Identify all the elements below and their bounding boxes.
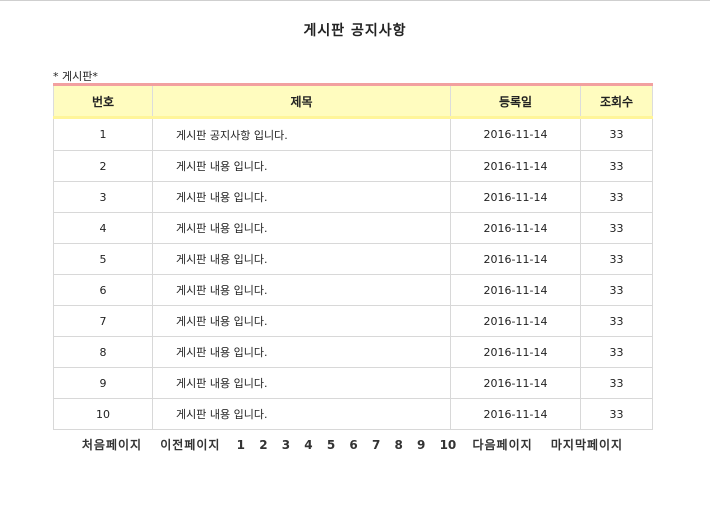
post-date: 2016-11-14 (450, 367, 581, 399)
post-views: 33 (580, 336, 653, 368)
table-row[interactable]: 2 게시판 내용 입니다. 2016-11-14 33 (53, 150, 653, 182)
section-label: * 게시판* (53, 70, 98, 83)
post-date: 2016-11-14 (450, 117, 581, 151)
post-title-link[interactable]: 게시판 내용 입니다. (152, 181, 451, 213)
post-number: 4 (53, 212, 153, 244)
column-header-views: 조회수 (580, 83, 653, 119)
post-number: 1 (53, 117, 153, 151)
post-date: 2016-11-14 (450, 274, 581, 306)
table-row[interactable]: 3 게시판 내용 입니다. 2016-11-14 33 (53, 181, 653, 213)
post-date: 2016-11-14 (450, 212, 581, 244)
page-link-8[interactable]: 8 (394, 438, 403, 452)
post-title-link[interactable]: 게시판 내용 입니다. (152, 243, 451, 275)
post-views: 33 (580, 181, 653, 213)
post-number: 9 (53, 367, 153, 399)
post-views: 33 (580, 243, 653, 275)
prev-page-link[interactable]: 이전페이지 (160, 438, 221, 452)
post-date: 2016-11-14 (450, 150, 581, 182)
page-link-3[interactable]: 3 (281, 438, 291, 452)
page-link-7[interactable]: 7 (371, 438, 381, 452)
post-views: 33 (580, 398, 653, 430)
table-header-row: 번호 제목 등록일 조회수 (53, 83, 653, 119)
post-date: 2016-11-14 (450, 398, 581, 430)
post-views: 33 (580, 274, 653, 306)
post-number: 10 (53, 398, 153, 430)
table-row[interactable]: 6 게시판 내용 입니다. 2016-11-14 33 (53, 274, 653, 306)
table-row[interactable]: 10 게시판 내용 입니다. 2016-11-14 33 (53, 398, 653, 430)
post-title-link[interactable]: 게시판 내용 입니다. (152, 398, 451, 430)
post-date: 2016-11-14 (450, 336, 581, 368)
post-title-link[interactable]: 게시판 내용 입니다. (152, 305, 451, 337)
post-views: 33 (580, 150, 653, 182)
table-row[interactable]: 1 게시판 공지사항 입니다. 2016-11-14 33 (53, 117, 653, 151)
next-page-link[interactable]: 다음페이지 (472, 438, 533, 452)
post-title-link[interactable]: 게시판 공지사항 입니다. (152, 117, 451, 151)
first-page-link[interactable]: 처음페이지 (81, 438, 143, 452)
page-link-6[interactable]: 6 (349, 438, 358, 452)
table-row[interactable]: 8 게시판 내용 입니다. 2016-11-14 33 (53, 336, 653, 368)
post-views: 33 (580, 212, 653, 244)
post-number: 7 (53, 305, 153, 337)
page-link-10[interactable]: 10 (439, 438, 457, 452)
post-views: 33 (580, 117, 653, 151)
post-title-link[interactable]: 게시판 내용 입니다. (152, 274, 451, 306)
table-row[interactable]: 5 게시판 내용 입니다. 2016-11-14 33 (53, 243, 653, 275)
post-views: 33 (580, 305, 653, 337)
page-link-4[interactable]: 4 (304, 438, 313, 452)
last-page-link[interactable]: 마지막페이지 (550, 438, 624, 452)
post-title-link[interactable]: 게시판 내용 입니다. (152, 150, 451, 182)
page-link-1[interactable]: 1 (236, 438, 246, 452)
post-views: 33 (580, 367, 653, 399)
post-title-link[interactable]: 게시판 내용 입니다. (152, 212, 451, 244)
column-header-title: 제목 (152, 83, 451, 119)
page-link-5[interactable]: 5 (326, 438, 336, 452)
table-row[interactable]: 7 게시판 내용 입니다. 2016-11-14 33 (53, 305, 653, 337)
board-table: 번호 제목 등록일 조회수 1 게시판 공지사항 입니다. 2016-11-14… (53, 83, 653, 430)
post-number: 6 (53, 274, 153, 306)
page-link-9[interactable]: 9 (417, 438, 426, 452)
post-title-link[interactable]: 게시판 내용 입니다. (152, 367, 451, 399)
post-date: 2016-11-14 (450, 305, 581, 337)
post-number: 8 (53, 336, 153, 368)
column-header-no: 번호 (53, 83, 153, 119)
table-row[interactable]: 4 게시판 내용 입니다. 2016-11-14 33 (53, 212, 653, 244)
post-date: 2016-11-14 (450, 181, 581, 213)
page-title: 게시판 공지사항 (303, 23, 407, 39)
post-number: 2 (53, 150, 153, 182)
post-title-link[interactable]: 게시판 내용 입니다. (152, 336, 451, 368)
pagination: 처음페이지 이전페이지 1 2 3 4 5 6 7 8 9 10 다음페이지 마… (53, 436, 652, 453)
page-link-2[interactable]: 2 (259, 438, 268, 452)
table-row[interactable]: 9 게시판 내용 입니다. 2016-11-14 33 (53, 367, 653, 399)
post-date: 2016-11-14 (450, 243, 581, 275)
post-number: 3 (53, 181, 153, 213)
column-header-date: 등록일 (450, 83, 581, 119)
post-number: 5 (53, 243, 153, 275)
